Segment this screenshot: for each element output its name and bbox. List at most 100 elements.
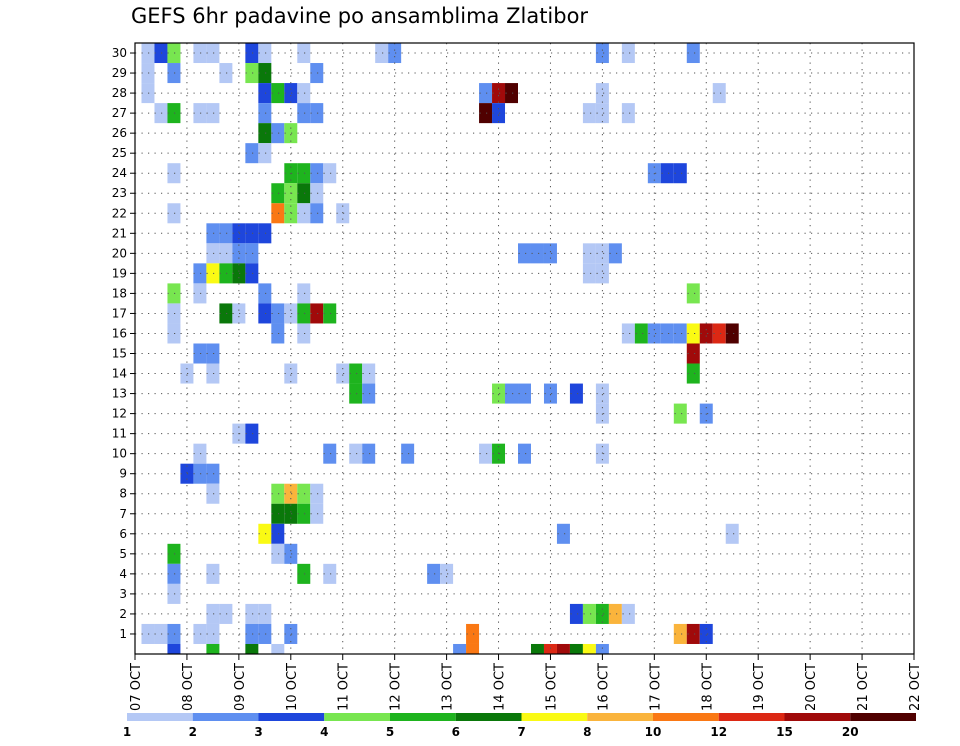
heatmap-cell <box>167 203 181 224</box>
colorbar-label: 6 <box>452 725 460 739</box>
y-tick-label: 26 <box>112 126 127 140</box>
heatmap-cell <box>518 443 531 464</box>
heatmap-cell <box>310 483 324 504</box>
y-tick-label: 5 <box>119 547 127 561</box>
heatmap-cell <box>284 623 298 644</box>
x-tick-label: 13 OCT <box>441 663 456 711</box>
colorbar-label: 5 <box>386 725 394 739</box>
heatmap-cell <box>271 183 285 204</box>
heatmap-cell <box>323 163 337 184</box>
heatmap-cell <box>154 623 168 644</box>
x-tick-label: 16 OCT <box>596 663 611 711</box>
heatmap-cell <box>621 603 635 624</box>
heatmap-cell <box>167 323 181 344</box>
y-tick-label: 19 <box>112 266 127 280</box>
heatmap-cell <box>673 163 687 184</box>
heatmap-cell <box>530 243 544 264</box>
colorbar-swatch <box>258 713 325 721</box>
heatmap-cell <box>271 643 285 654</box>
heatmap-cell <box>297 203 311 224</box>
heatmap-cell <box>258 523 272 544</box>
colorbar-swatch <box>127 713 193 721</box>
heatmap-cell <box>154 43 168 64</box>
y-tick-label: 4 <box>119 567 127 581</box>
heatmap-cell <box>310 103 324 124</box>
y-tick-label: 16 <box>112 326 127 340</box>
heatmap-cell <box>258 123 272 144</box>
heatmap-cell <box>297 503 311 524</box>
y-tick-label: 17 <box>112 306 127 320</box>
heatmap-cell <box>206 603 220 624</box>
x-tick-label: 22 OCT <box>908 663 923 711</box>
heatmap-cell <box>167 583 181 604</box>
y-tick-label: 24 <box>112 166 127 180</box>
x-tick-label: 21 OCT <box>856 663 871 711</box>
heatmap-cell <box>349 383 363 404</box>
y-tick-label: 3 <box>119 587 127 601</box>
heatmap-cell <box>258 63 272 84</box>
y-tick-label: 12 <box>112 407 127 421</box>
heatmap-cell <box>505 383 518 404</box>
heatmap-cell <box>582 103 596 124</box>
heatmap-cell <box>141 63 155 84</box>
heatmap-cell <box>284 203 298 224</box>
heatmap-cell <box>193 103 207 124</box>
heatmap-cell <box>530 643 544 654</box>
heatmap-cell <box>206 563 220 584</box>
heatmap-cell <box>349 443 363 464</box>
heatmap-cell <box>167 103 181 124</box>
colorbar-swatch <box>850 713 916 721</box>
heatmap-cell <box>271 123 285 144</box>
heatmap-cell <box>712 323 726 344</box>
y-tick-label: 20 <box>112 246 127 260</box>
heatmap-cell <box>466 623 480 644</box>
heatmap-cell <box>297 283 311 304</box>
heatmap-cell <box>232 243 246 264</box>
heatmap-cell <box>245 143 259 164</box>
heatmap-cell <box>180 463 194 484</box>
heatmap-cell <box>660 323 674 344</box>
heatmap-cell <box>595 643 609 654</box>
x-tick-label: 14 OCT <box>493 663 508 711</box>
heatmap-cell <box>245 643 259 654</box>
y-tick-label: 1 <box>119 627 127 641</box>
y-tick-label: 6 <box>119 527 127 541</box>
heatmap-cell <box>258 303 272 324</box>
heatmap-cell <box>323 303 337 324</box>
x-tick-label: 17 OCT <box>648 663 663 711</box>
heatmap-cell <box>595 243 609 264</box>
heatmap-cell <box>206 483 220 504</box>
heatmap-cell <box>271 523 285 544</box>
y-tick-label: 14 <box>112 367 127 381</box>
heatmap-cell <box>479 103 493 124</box>
heatmap-cell <box>582 263 596 284</box>
heatmap-cell <box>284 483 298 504</box>
heatmap-cell <box>206 343 220 364</box>
heatmap-cell <box>193 343 207 364</box>
heatmap-cell <box>492 103 506 124</box>
y-tick-label: 2 <box>119 607 127 621</box>
heatmap-cell <box>258 43 272 64</box>
heatmap-cell <box>686 323 700 344</box>
heatmap-cell <box>245 603 259 624</box>
colorbar-label: 10 <box>645 725 662 739</box>
heatmap-cell <box>232 223 246 244</box>
heatmap-cell <box>582 603 596 624</box>
heatmap-cell <box>271 543 285 564</box>
heatmap-cell <box>297 323 311 344</box>
heatmap-cell <box>673 323 687 344</box>
heatmap-cell <box>401 443 415 464</box>
heatmap-cell <box>310 203 324 224</box>
x-tick-label: 07 OCT <box>129 663 144 711</box>
x-tick-label: 11 OCT <box>337 663 352 711</box>
heatmap-cell <box>518 243 531 264</box>
colorbar-swatch <box>455 713 522 721</box>
colorbar-label: 20 <box>842 725 859 739</box>
heatmap-cell <box>167 63 181 84</box>
heatmap-cell <box>167 643 181 654</box>
heatmap-cell <box>206 243 220 264</box>
heatmap-cell <box>323 443 337 464</box>
heatmap-cell <box>258 223 272 244</box>
